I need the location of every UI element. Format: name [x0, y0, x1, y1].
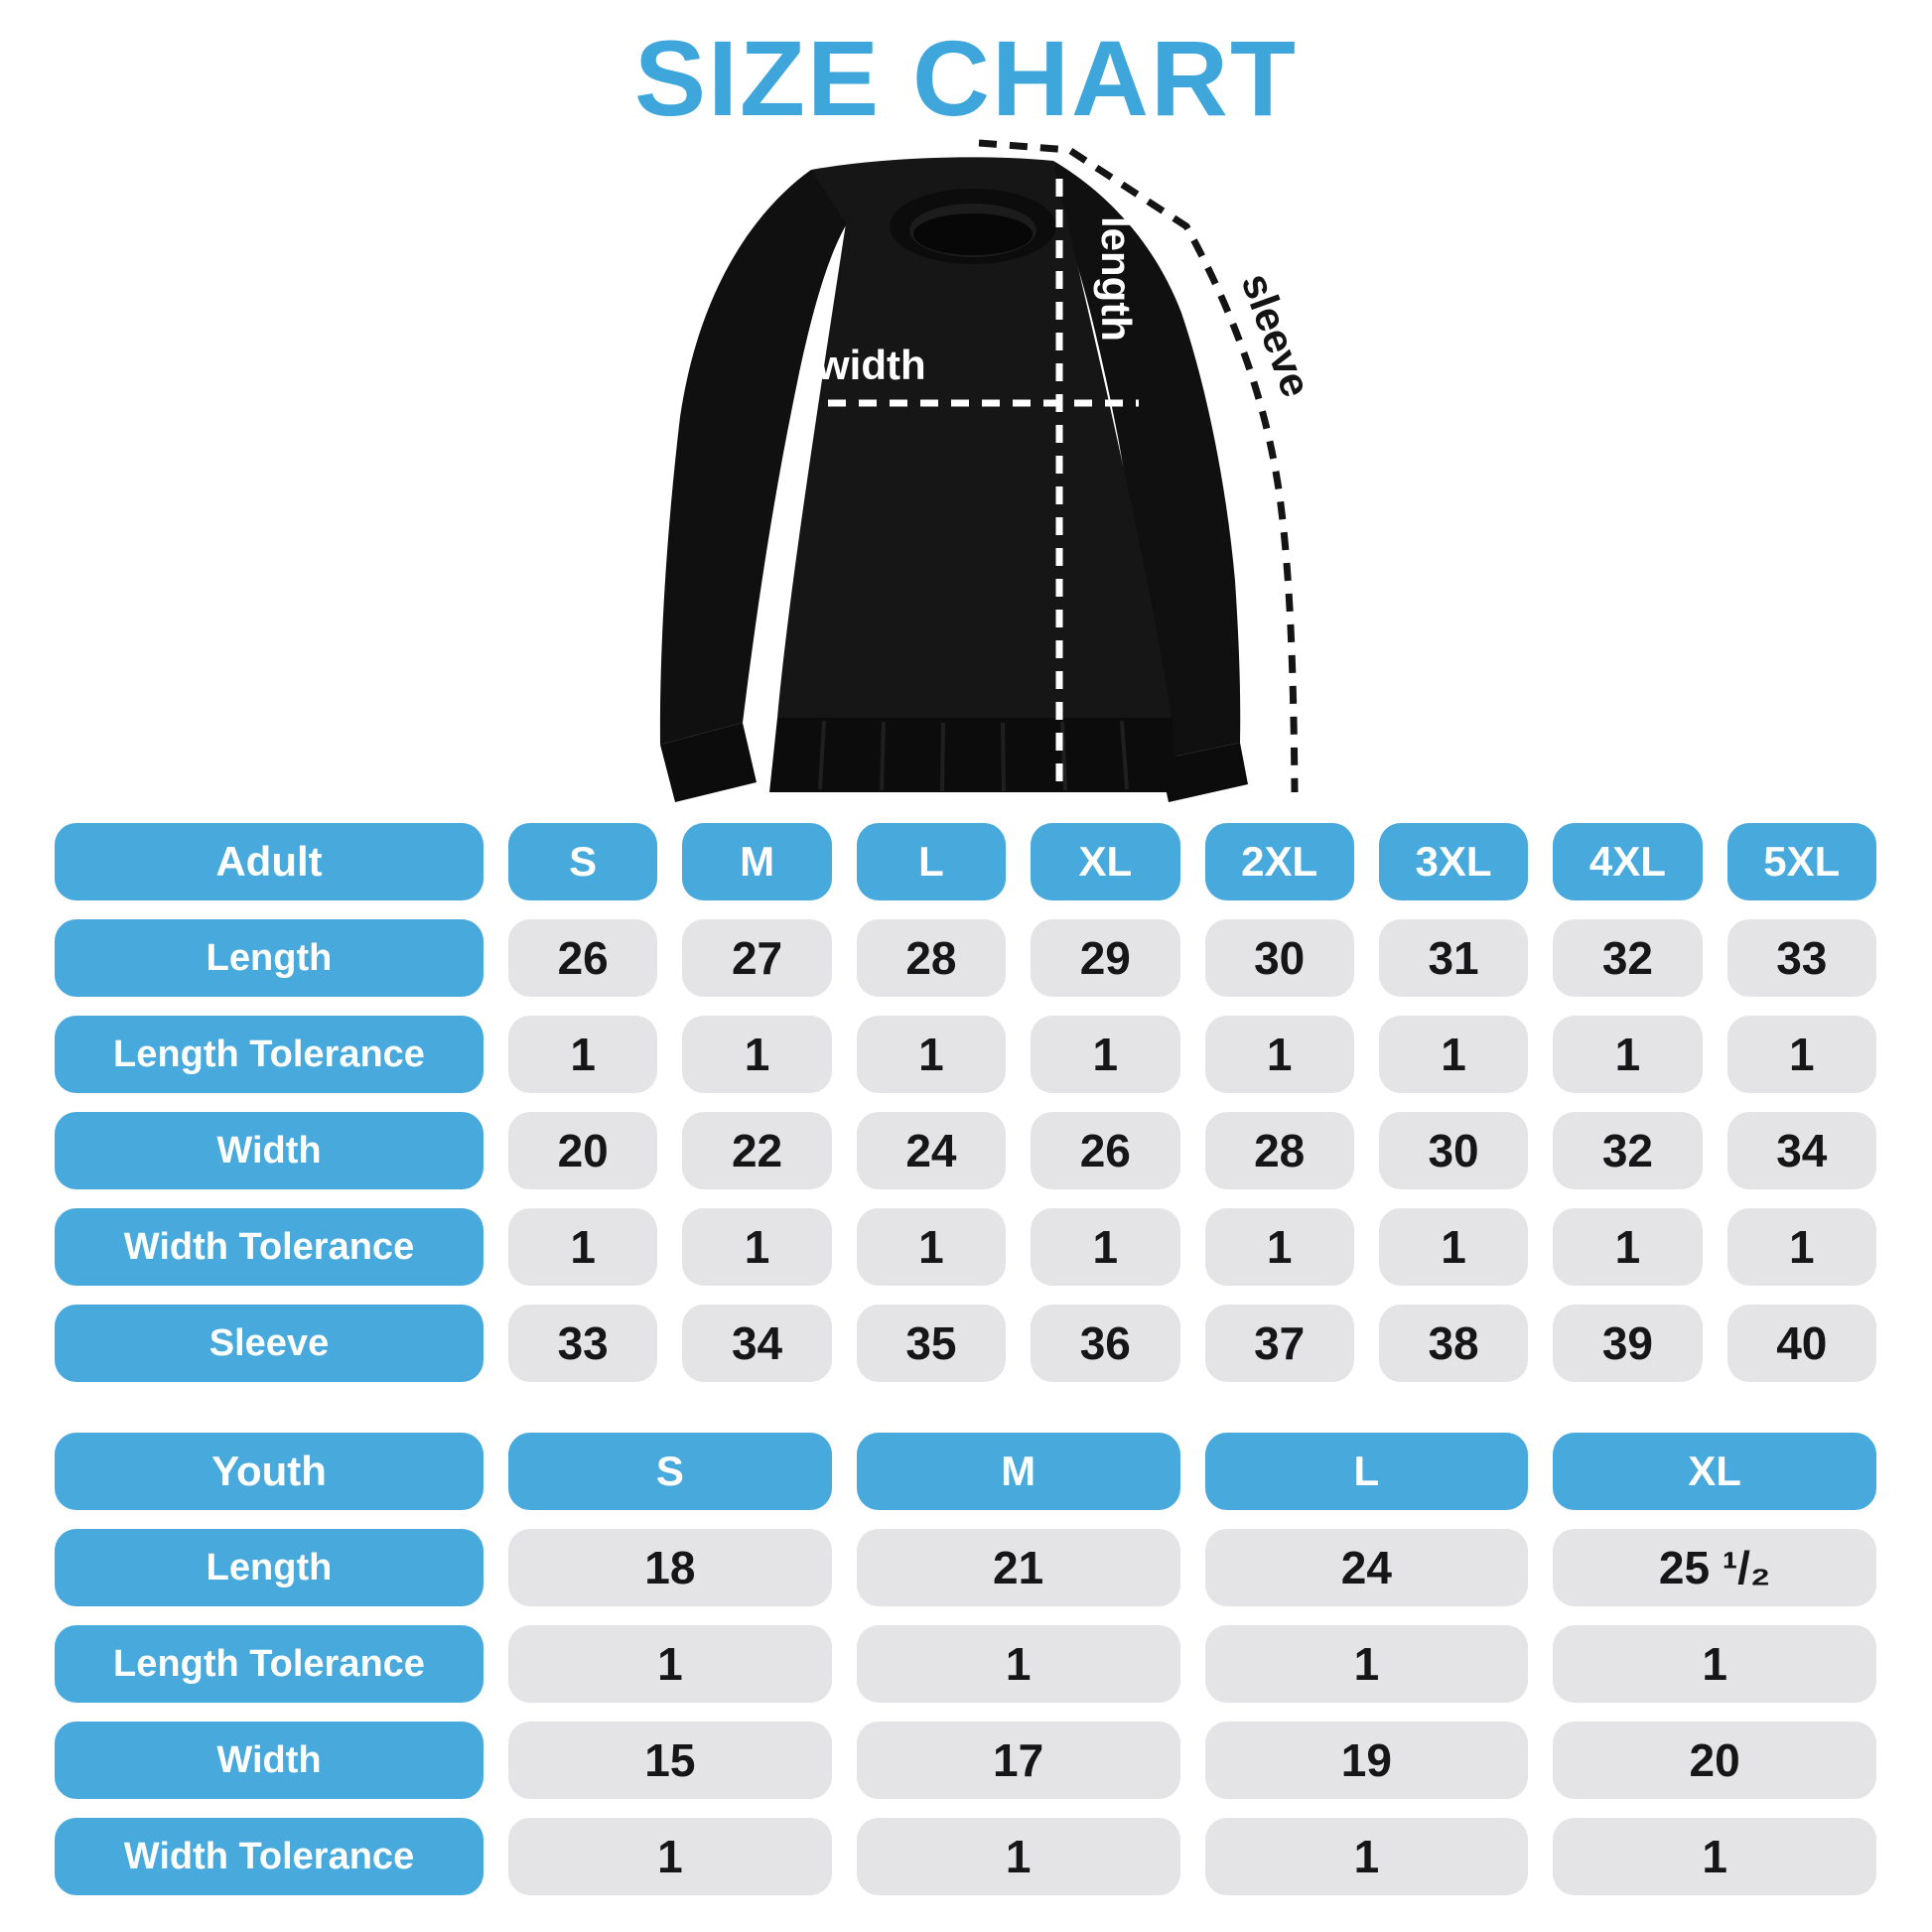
- value-pill: 20: [1553, 1722, 1876, 1799]
- size-header-pill: XL: [1031, 823, 1180, 900]
- value-pill: 1: [508, 1625, 832, 1703]
- hem-rib-lines: [818, 720, 1129, 792]
- value-pill: 1: [682, 1016, 832, 1093]
- size-header-pill: 2XL: [1204, 823, 1354, 900]
- value-pill: 33: [508, 1305, 658, 1382]
- value-pill: 22: [682, 1112, 832, 1189]
- value-pill: 1: [1204, 1818, 1529, 1895]
- left-cuff: [660, 723, 757, 802]
- value-pill: 1: [1378, 1016, 1529, 1093]
- value-pill: 1: [856, 1625, 1180, 1703]
- row-label-pill: Length: [55, 1529, 483, 1606]
- value-pill: 18: [508, 1529, 832, 1606]
- value-pill: 1: [508, 1208, 658, 1286]
- value-pill: 1: [1553, 1208, 1703, 1286]
- value-pill: 28: [1204, 1112, 1354, 1189]
- sweatshirt-body: [777, 157, 1172, 718]
- table-title-pill: Adult: [55, 823, 483, 900]
- sleeve-measure-line: [978, 139, 1299, 793]
- value-pill: 1: [1031, 1016, 1180, 1093]
- row-label-pill: Width: [55, 1722, 483, 1799]
- value-pill: 29: [1031, 919, 1180, 997]
- value-pill: 40: [1726, 1305, 1876, 1382]
- value-pill: 34: [1726, 1112, 1876, 1189]
- value-pill: 32: [1553, 919, 1703, 997]
- value-pill: 21: [856, 1529, 1180, 1606]
- value-pill: 17: [856, 1722, 1180, 1799]
- adult-size-table: Adult S M L XL 2XL 3XL 4XL 5XL Length 26 27 28 29 30 31…: [55, 823, 1876, 1382]
- value-pill: 37: [1204, 1305, 1354, 1382]
- row-label-pill: Width Tolerance: [55, 1818, 483, 1895]
- value-pill: 1: [856, 1208, 1007, 1286]
- value-pill: 1: [856, 1818, 1180, 1895]
- size-header-pill: 5XL: [1726, 823, 1876, 900]
- row-label-pill: Length Tolerance: [55, 1625, 483, 1703]
- value-pill: 1: [508, 1016, 658, 1093]
- value-pill: 1: [682, 1208, 832, 1286]
- youth-size-table: Youth S M L XL Length 18 21 24 25 ¹/₂ Length Toler…: [55, 1433, 1876, 1895]
- value-pill: 1: [1204, 1208, 1354, 1286]
- value-pill: 1: [1204, 1016, 1354, 1093]
- value-pill: 19: [1204, 1722, 1529, 1799]
- right-cuff: [1160, 743, 1248, 802]
- value-pill: 24: [1204, 1529, 1529, 1606]
- value-pill: 38: [1378, 1305, 1529, 1382]
- value-pill: 1: [1553, 1016, 1703, 1093]
- size-header-pill: L: [1204, 1433, 1529, 1510]
- value-pill: 24: [856, 1112, 1007, 1189]
- length-label: length: [1093, 216, 1140, 342]
- size-header-pill: XL: [1553, 1433, 1876, 1510]
- row-label-pill: Width Tolerance: [55, 1208, 483, 1286]
- value-pill: 20: [508, 1112, 658, 1189]
- value-pill: 25 ¹/₂: [1553, 1529, 1876, 1606]
- size-header-pill: L: [856, 823, 1007, 900]
- value-pill: 30: [1378, 1112, 1529, 1189]
- value-pill: 1: [856, 1016, 1007, 1093]
- value-pill: 26: [1031, 1112, 1180, 1189]
- size-header-pill: S: [508, 823, 658, 900]
- value-pill: 15: [508, 1722, 832, 1799]
- size-header-pill: 4XL: [1553, 823, 1703, 900]
- value-pill: 35: [856, 1305, 1007, 1382]
- value-pill: 39: [1553, 1305, 1703, 1382]
- sleeve-label: sleeve: [1233, 267, 1320, 403]
- width-label: width: [816, 342, 926, 388]
- row-label-pill: Sleeve: [55, 1305, 483, 1382]
- value-pill: 26: [508, 919, 658, 997]
- value-pill: 1: [1031, 1208, 1180, 1286]
- row-label-pill: Length: [55, 919, 483, 997]
- value-pill: 30: [1204, 919, 1354, 997]
- value-pill: 1: [1553, 1625, 1876, 1703]
- sweatshirt-hem-band: [769, 718, 1179, 792]
- page-title: SIZE CHART: [634, 18, 1298, 138]
- value-pill: 32: [1553, 1112, 1703, 1189]
- value-pill: 36: [1031, 1305, 1180, 1382]
- value-pill: 1: [1204, 1625, 1529, 1703]
- value-pill: 1: [1553, 1818, 1876, 1895]
- collar-inner-shadow: [913, 213, 1033, 255]
- sweatshirt-right-sleeve: [1053, 161, 1241, 759]
- row-label-pill: Width: [55, 1112, 483, 1189]
- size-header-pill: 3XL: [1378, 823, 1529, 900]
- sweatshirt-left-sleeve: [659, 170, 849, 745]
- size-header-pill: M: [856, 1433, 1180, 1510]
- size-header-pill: S: [508, 1433, 832, 1510]
- value-pill: 27: [682, 919, 832, 997]
- value-pill: 33: [1726, 919, 1876, 997]
- value-pill: 1: [1726, 1016, 1876, 1093]
- size-header-pill: M: [682, 823, 832, 900]
- value-pill: 1: [1378, 1208, 1529, 1286]
- value-pill: 31: [1378, 919, 1529, 997]
- row-label-pill: Length Tolerance: [55, 1016, 483, 1093]
- value-pill: 28: [856, 919, 1007, 997]
- value-pill: 1: [508, 1818, 832, 1895]
- value-pill: 34: [682, 1305, 832, 1382]
- value-pill: 1: [1726, 1208, 1876, 1286]
- sweatshirt-diagram: width length sleeve: [635, 109, 1330, 804]
- sweatshirt-graphic: width length sleeve: [659, 139, 1320, 802]
- table-title-pill: Youth: [55, 1433, 483, 1510]
